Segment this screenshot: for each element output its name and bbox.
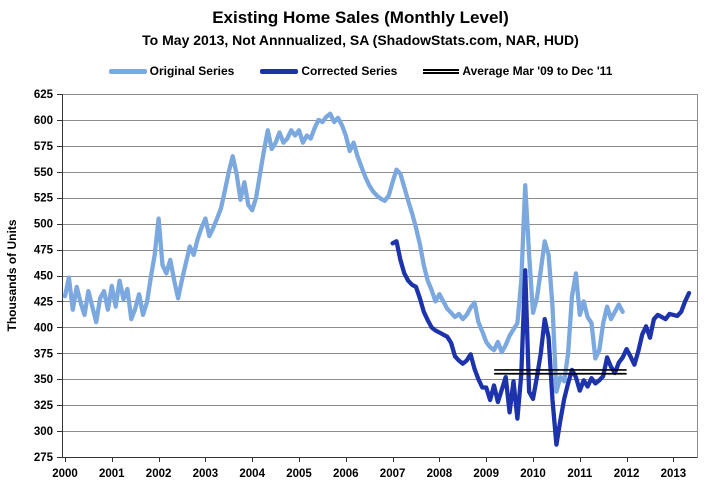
axes xyxy=(62,94,697,458)
x-tick-label: 2010 xyxy=(520,468,546,480)
x-tick-label: 2011 xyxy=(567,468,593,480)
y-tick-label: 400 xyxy=(34,322,53,334)
x-tick-label: 2012 xyxy=(614,468,640,480)
x-tick-label: 2009 xyxy=(473,468,499,480)
x-tick-label: 2006 xyxy=(333,468,359,480)
legend-label-corrected: Corrected Series xyxy=(301,64,398,78)
y-tick-label: 625 xyxy=(34,89,54,101)
x-tick-label: 2000 xyxy=(52,468,78,480)
average-line xyxy=(494,369,627,375)
x-axis: 2000 2001 2002 2003 2004 2005 2006 2007 2008 2009… xyxy=(52,457,686,480)
y-tick-label: 550 xyxy=(34,167,53,179)
x-tick-label: 2008 xyxy=(427,468,453,480)
average-line-swatch-icon xyxy=(423,68,460,74)
x-tick-label: 2007 xyxy=(380,468,406,480)
x-tick-label: 2001 xyxy=(99,468,125,480)
y-axis-title: Thousands of Units xyxy=(5,219,19,331)
corrected-series-swatch-icon xyxy=(260,68,299,74)
x-tick-label: 2002 xyxy=(146,468,172,480)
legend-item-corrected: Corrected Series xyxy=(260,64,397,78)
chart-legend: Original Series Corrected Series Average… xyxy=(0,64,721,78)
legend-item-average: Average Mar '09 to Dec '11 xyxy=(423,64,612,78)
y-tick-label: 500 xyxy=(34,219,53,231)
y-tick-label: 375 xyxy=(34,348,54,360)
y-tick-label: 350 xyxy=(34,374,53,386)
y-tick-label: 575 xyxy=(34,141,54,153)
legend-label-original: Original Series xyxy=(149,64,235,78)
y-tick-label: 525 xyxy=(34,193,54,205)
gridlines xyxy=(62,120,697,432)
legend-item-original: Original Series xyxy=(108,64,235,78)
y-axis: 275 300 325 350 375 400 425 450 475 500 525 550 575 6… xyxy=(34,89,62,464)
y-tick-label: 275 xyxy=(34,452,54,464)
chart-title: Existing Home Sales (Monthly Level) xyxy=(212,8,509,27)
original-series-swatch-icon xyxy=(108,68,147,74)
chart-subtitle: To May 2013, Not Annnualized, SA (Shadow… xyxy=(142,32,579,48)
corrected-series-line xyxy=(390,239,692,447)
y-tick-label: 300 xyxy=(34,426,53,438)
original-series-line xyxy=(62,111,625,394)
y-tick-label: 475 xyxy=(34,245,54,257)
x-tick-label: 2005 xyxy=(286,468,312,480)
y-tick-label: 325 xyxy=(34,400,54,412)
y-tick-label: 450 xyxy=(34,271,53,283)
y-tick-label: 425 xyxy=(34,296,54,308)
legend-label-average: Average Mar '09 to Dec '11 xyxy=(462,64,613,78)
x-tick-label: 2003 xyxy=(193,468,219,480)
x-tick-label: 2004 xyxy=(239,468,265,480)
y-tick-label: 600 xyxy=(34,115,53,127)
x-tick-label: 2013 xyxy=(661,468,687,480)
